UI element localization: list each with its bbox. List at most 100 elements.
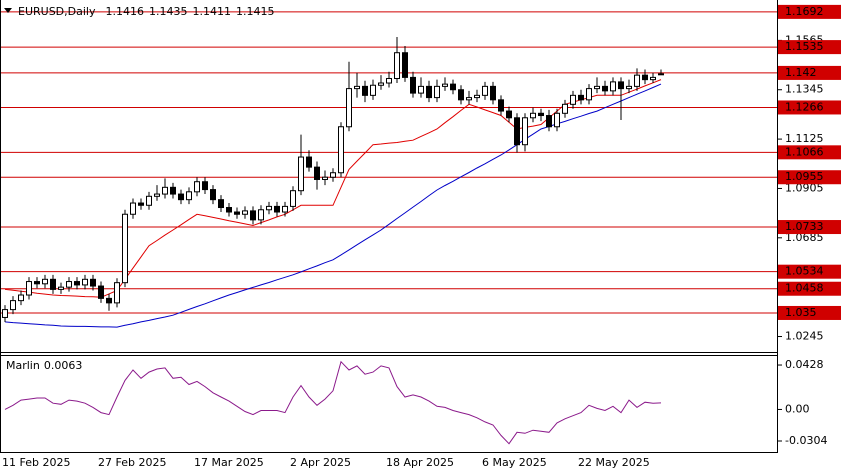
candle-body-up xyxy=(10,300,16,311)
candle-body-up xyxy=(610,81,616,92)
candle-body-up xyxy=(370,84,376,96)
candle-body-up xyxy=(58,286,64,290)
candle-body-down xyxy=(426,85,432,99)
candle-body-down xyxy=(538,112,544,117)
y-tick-label: 1.1125 xyxy=(785,132,824,145)
candle-body-up xyxy=(634,74,640,87)
candle-body-up xyxy=(130,202,136,215)
candle-body-up xyxy=(346,88,352,128)
level-label: 1.0534 xyxy=(785,265,824,278)
candle-body-down xyxy=(506,110,512,119)
candle-body-down xyxy=(546,115,552,128)
indicator-value: 0.0063 xyxy=(44,359,83,372)
candle-body-down xyxy=(250,210,256,221)
level-label: 1.142 xyxy=(785,66,817,79)
level-label-box xyxy=(778,220,841,235)
candle-body-up xyxy=(194,181,200,193)
candle-body-up xyxy=(434,85,440,99)
candle-body-up xyxy=(26,281,32,296)
candle-body-up xyxy=(586,88,592,101)
candle-body-down xyxy=(34,281,40,285)
candle-body-down xyxy=(306,156,312,168)
y-tick-label: 1.0685 xyxy=(785,231,824,244)
y-tick-label: -0.0304 xyxy=(785,434,827,447)
candle-body-up xyxy=(466,97,472,101)
level-label-box xyxy=(778,65,841,80)
candle-body-up xyxy=(162,186,168,195)
candle-body-up xyxy=(322,176,328,180)
candle-body-up xyxy=(650,76,656,81)
candle-body-up xyxy=(66,281,72,288)
header-value: 1.1415 xyxy=(236,5,275,18)
collapse-icon[interactable] xyxy=(4,8,12,13)
candle-body-down xyxy=(90,278,96,287)
candle-body-down xyxy=(234,211,240,215)
candle-body-up xyxy=(258,209,264,221)
candle-body-down xyxy=(274,205,280,213)
candle-body-up xyxy=(354,85,360,90)
candle-body-down xyxy=(314,166,320,180)
candle-body-up xyxy=(82,278,88,286)
candle-body-down xyxy=(362,85,368,96)
candle-body-up xyxy=(554,112,560,128)
level-label-box xyxy=(778,281,841,296)
candle-body-up xyxy=(570,94,576,105)
candle-body-up xyxy=(378,82,384,86)
level-label-box xyxy=(778,305,841,320)
axis-layer: 1.02451.04651.06851.09051.11251.13451.15… xyxy=(2,4,841,469)
candle-body-down xyxy=(218,199,224,209)
candle-body-down xyxy=(458,89,464,101)
y-tick-label: 0.00 xyxy=(785,402,810,415)
header-value: 1.1411 xyxy=(192,5,231,18)
candle-body-down xyxy=(658,73,664,76)
candle-body-up xyxy=(186,191,192,201)
level-label: 1.0955 xyxy=(785,170,824,183)
x-tick-label: 2 Apr 2025 xyxy=(290,456,351,469)
candle-body-down xyxy=(226,207,232,213)
candle-body-down xyxy=(410,76,416,94)
candle-body-up xyxy=(266,205,272,211)
y-tick-label: 1.1345 xyxy=(785,83,824,96)
candle-body-up xyxy=(418,85,424,94)
level-label: 1.1066 xyxy=(785,145,824,158)
candle-body-up xyxy=(330,172,336,178)
header-value: 1.1435 xyxy=(149,5,188,18)
level-label: 1.1266 xyxy=(785,100,824,113)
level-label: 1.1692 xyxy=(785,5,824,18)
candle-body-up xyxy=(522,117,528,146)
x-tick-label: 18 Apr 2025 xyxy=(386,456,454,469)
candle-body-up xyxy=(562,103,568,114)
candle-body-up xyxy=(122,213,128,284)
candle-body-down xyxy=(106,297,112,304)
x-tick-label: 11 Feb 2025 xyxy=(2,456,70,469)
candle-body-down xyxy=(402,52,408,78)
x-tick-label: 22 May 2025 xyxy=(578,456,650,469)
candle-body-up xyxy=(386,78,392,84)
candle-body-up xyxy=(474,94,480,99)
candle-body-down xyxy=(138,202,144,206)
level-label-box xyxy=(778,264,841,279)
candle-body-down xyxy=(50,278,56,290)
candle-body-down xyxy=(578,94,584,101)
y-tick-label: 1.0905 xyxy=(785,181,824,194)
x-tick-label: 27 Feb 2025 xyxy=(98,456,166,469)
candle-body-up xyxy=(298,156,304,192)
indicator-header: Marlin 0.0063 xyxy=(6,359,82,372)
level-label-box xyxy=(778,4,841,19)
x-tick-label: 6 May 2025 xyxy=(482,456,547,469)
y-tick-label: 1.0245 xyxy=(785,330,824,343)
candle-body-down xyxy=(170,186,176,195)
candle-body-up xyxy=(18,294,24,302)
candle-body-down xyxy=(618,81,624,90)
candle-body-down xyxy=(98,285,104,299)
candle-body-up xyxy=(42,278,48,285)
candle-body-up xyxy=(282,205,288,213)
candle-body-down xyxy=(178,193,184,201)
level-label-box xyxy=(778,100,841,115)
candle-body-up xyxy=(442,83,448,87)
level-label-box xyxy=(778,145,841,160)
candle-body-down xyxy=(450,83,456,91)
candle-body-down xyxy=(490,85,496,101)
candles-layer xyxy=(2,37,664,322)
